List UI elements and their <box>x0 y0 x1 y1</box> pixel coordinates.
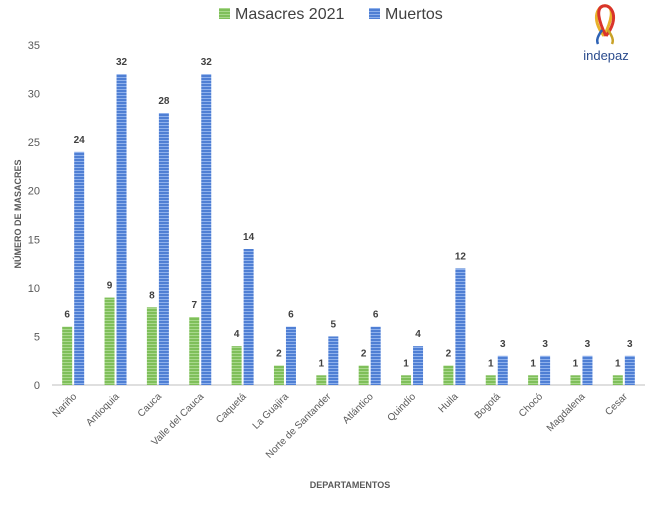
x-tick-label: Nariño <box>51 391 80 420</box>
logo-text: indepaz <box>583 48 629 63</box>
data-label-muertos: 6 <box>288 310 294 321</box>
bar-masacres <box>316 375 327 385</box>
bar-muertos <box>328 336 339 385</box>
x-tick-label: Cesar <box>603 391 630 418</box>
y-tick-label: 30 <box>28 89 40 101</box>
bar-muertos <box>201 74 212 386</box>
bar-muertos <box>540 355 551 385</box>
data-label-muertos: 5 <box>331 319 337 330</box>
data-label-masacres: 4 <box>234 329 240 340</box>
bar-masacres <box>62 326 73 385</box>
legend-swatch-muertos <box>369 8 380 19</box>
legend-label-masacres: Masacres 2021 <box>235 6 344 23</box>
x-tick-label: Antioquia <box>84 391 122 429</box>
legend-swatch-masacres <box>219 8 230 19</box>
data-label-muertos: 4 <box>415 329 421 340</box>
bar-masacres <box>443 365 454 385</box>
x-tick-label: Bogotá <box>473 391 503 421</box>
data-label-masacres: 2 <box>361 349 367 360</box>
data-label-masacres: 1 <box>530 358 536 369</box>
bar-muertos <box>370 326 381 385</box>
bar-muertos <box>582 355 593 385</box>
data-label-masacres: 6 <box>64 310 70 321</box>
data-label-masacres: 1 <box>403 358 409 369</box>
y-tick-label: 0 <box>34 380 40 392</box>
bar-masacres <box>570 375 581 385</box>
data-label-masacres: 1 <box>319 358 325 369</box>
data-label-muertos: 6 <box>373 310 379 321</box>
y-tick-label: 20 <box>28 186 40 198</box>
x-tick-label: Chocó <box>517 391 546 420</box>
bar-masacres <box>104 297 115 385</box>
bar-masacres <box>146 307 157 385</box>
y-axis-label: NÚMERO DE MASACRES <box>12 159 23 268</box>
x-tick-label: Quindío <box>386 391 419 424</box>
data-label-masacres: 8 <box>149 290 155 301</box>
data-label-muertos: 32 <box>201 57 213 68</box>
bar-muertos <box>74 151 85 385</box>
x-axis-label: DEPARTAMENTOS <box>310 480 391 490</box>
bar-masacres <box>358 365 369 385</box>
data-label-masacres: 7 <box>191 300 197 311</box>
data-label-masacres: 1 <box>488 358 494 369</box>
indepaz-logo: indepaz <box>583 4 629 63</box>
x-tick-label: Atlántico <box>341 391 376 426</box>
data-label-muertos: 28 <box>158 96 170 107</box>
y-tick-label: 15 <box>28 234 40 246</box>
data-label-muertos: 3 <box>500 339 506 350</box>
data-label-muertos: 3 <box>542 339 548 350</box>
bar-muertos <box>285 326 296 385</box>
x-tick-label: La Guajira <box>251 391 292 432</box>
y-tick-label: 5 <box>34 331 40 343</box>
bar-masacres <box>189 317 200 385</box>
ribbon-icon <box>594 4 616 45</box>
data-label-muertos: 14 <box>243 232 255 243</box>
y-tick-label: 35 <box>28 40 40 52</box>
data-label-masacres: 2 <box>276 349 282 360</box>
bar-muertos <box>455 268 466 385</box>
y-axis: 0 5 10 15 20 25 30 35 <box>28 40 40 392</box>
bar-muertos <box>116 74 127 386</box>
legend: Masacres 2021 Muertos <box>219 6 443 23</box>
data-label-muertos: 3 <box>627 339 633 350</box>
bar-masacres <box>612 375 623 385</box>
data-label-masacres: 9 <box>107 281 113 292</box>
bar-muertos <box>243 249 254 385</box>
data-label-masacres: 1 <box>615 358 621 369</box>
data-label-muertos: 32 <box>116 57 128 68</box>
bar-masacres <box>485 375 496 385</box>
data-label-masacres: 1 <box>573 358 579 369</box>
bar-masacres <box>401 375 412 385</box>
legend-label-muertos: Muertos <box>385 6 443 23</box>
y-tick-label: 10 <box>28 283 40 295</box>
data-label-muertos: 24 <box>74 135 86 146</box>
x-tick-label: Huila <box>437 391 461 415</box>
x-tick-label: Caquetá <box>214 391 249 426</box>
bar-muertos <box>497 355 508 385</box>
bar-masacres <box>273 365 284 385</box>
data-label-muertos: 3 <box>585 339 591 350</box>
bar-masacres <box>231 346 242 385</box>
bar-muertos <box>158 113 169 385</box>
bar-muertos <box>624 355 635 385</box>
bar-muertos <box>413 346 424 385</box>
x-tick-label: Magdalena <box>545 391 588 434</box>
y-tick-label: 25 <box>28 137 40 149</box>
data-label-muertos: 12 <box>455 251 467 262</box>
bar-masacres <box>528 375 539 385</box>
data-label-masacres: 2 <box>446 349 452 360</box>
x-tick-label: Cauca <box>136 391 165 420</box>
